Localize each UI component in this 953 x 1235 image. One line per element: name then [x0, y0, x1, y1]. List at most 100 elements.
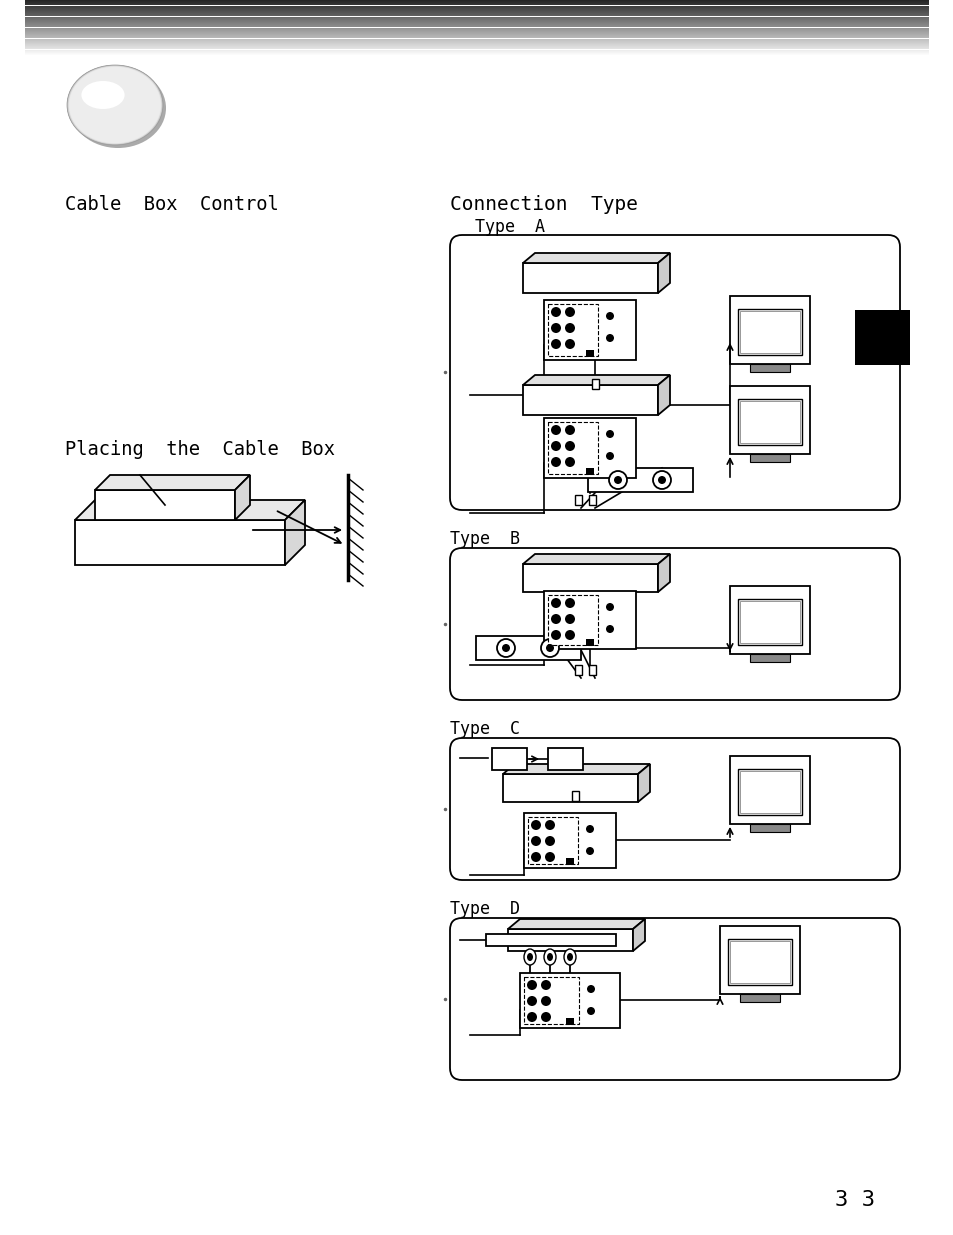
FancyBboxPatch shape: [450, 548, 899, 700]
Ellipse shape: [658, 475, 665, 484]
Ellipse shape: [605, 452, 614, 459]
Ellipse shape: [605, 312, 614, 320]
Bar: [507, 929, 633, 951]
Bar: [522, 385, 658, 415]
Bar: [565, 1018, 574, 1025]
Bar: [543, 417, 636, 478]
Ellipse shape: [585, 825, 594, 832]
Ellipse shape: [68, 65, 162, 144]
Text: 3 3: 3 3: [834, 1191, 874, 1210]
Polygon shape: [522, 555, 669, 564]
Polygon shape: [638, 764, 649, 802]
Ellipse shape: [531, 836, 540, 846]
Ellipse shape: [551, 338, 560, 350]
Ellipse shape: [551, 598, 560, 608]
Polygon shape: [75, 500, 305, 520]
Ellipse shape: [586, 1007, 595, 1015]
Bar: [738, 309, 801, 354]
Ellipse shape: [68, 65, 162, 144]
Ellipse shape: [544, 820, 555, 830]
Ellipse shape: [543, 948, 556, 965]
Ellipse shape: [69, 67, 161, 144]
Bar: [740, 311, 800, 353]
Bar: [523, 813, 616, 868]
Text: Placing  the  Cable  Box: Placing the Cable Box: [65, 440, 335, 459]
Bar: [740, 601, 800, 643]
Ellipse shape: [67, 65, 163, 144]
Text: Type  D: Type D: [450, 900, 519, 918]
Bar: [572, 790, 578, 800]
Ellipse shape: [563, 948, 576, 965]
Ellipse shape: [531, 852, 540, 862]
Bar: [522, 564, 658, 592]
Ellipse shape: [69, 67, 161, 143]
Ellipse shape: [68, 65, 162, 144]
Bar: [492, 748, 526, 769]
Text: Type  A: Type A: [475, 219, 544, 236]
Polygon shape: [507, 919, 644, 929]
Bar: [740, 771, 800, 813]
Ellipse shape: [69, 67, 161, 143]
Ellipse shape: [564, 598, 575, 608]
Polygon shape: [658, 253, 669, 293]
Bar: [585, 468, 594, 475]
Ellipse shape: [551, 308, 560, 317]
Ellipse shape: [69, 67, 161, 143]
Ellipse shape: [551, 441, 560, 451]
Bar: [476, 636, 580, 659]
Ellipse shape: [69, 67, 161, 143]
Polygon shape: [658, 555, 669, 592]
Ellipse shape: [546, 953, 553, 961]
Ellipse shape: [544, 852, 555, 862]
Bar: [729, 296, 809, 364]
Polygon shape: [522, 253, 669, 263]
Bar: [720, 926, 800, 994]
Bar: [585, 350, 594, 357]
Bar: [75, 520, 285, 564]
Bar: [519, 973, 619, 1028]
Ellipse shape: [526, 981, 537, 990]
Text: Cable  Box  Control: Cable Box Control: [65, 195, 278, 214]
Ellipse shape: [68, 65, 162, 144]
Ellipse shape: [69, 67, 161, 143]
Bar: [738, 599, 801, 645]
Ellipse shape: [540, 981, 551, 990]
Ellipse shape: [605, 603, 614, 611]
Ellipse shape: [526, 953, 533, 961]
Ellipse shape: [564, 630, 575, 640]
Ellipse shape: [551, 457, 560, 467]
Polygon shape: [522, 375, 669, 385]
Ellipse shape: [540, 995, 551, 1007]
Bar: [523, 977, 578, 1024]
Polygon shape: [633, 919, 644, 951]
Bar: [587, 468, 692, 492]
Polygon shape: [285, 500, 305, 564]
Bar: [588, 664, 596, 674]
Text: Type  C: Type C: [450, 720, 519, 739]
Bar: [749, 655, 789, 662]
FancyBboxPatch shape: [450, 739, 899, 881]
Bar: [738, 399, 801, 445]
Ellipse shape: [70, 68, 166, 148]
Bar: [749, 454, 789, 462]
Text: Connection  Type: Connection Type: [450, 195, 638, 214]
Ellipse shape: [551, 425, 560, 435]
Ellipse shape: [608, 471, 626, 489]
Ellipse shape: [526, 1011, 537, 1023]
Bar: [485, 934, 616, 946]
Ellipse shape: [564, 457, 575, 467]
Bar: [740, 401, 800, 443]
Ellipse shape: [564, 425, 575, 435]
Ellipse shape: [70, 67, 160, 143]
Ellipse shape: [69, 67, 161, 143]
Bar: [592, 379, 598, 389]
Bar: [729, 756, 809, 824]
Ellipse shape: [544, 836, 555, 846]
Ellipse shape: [564, 614, 575, 624]
Ellipse shape: [564, 324, 575, 333]
Ellipse shape: [605, 333, 614, 342]
Polygon shape: [658, 375, 669, 415]
Ellipse shape: [531, 820, 540, 830]
Bar: [547, 422, 598, 474]
Ellipse shape: [540, 1011, 551, 1023]
